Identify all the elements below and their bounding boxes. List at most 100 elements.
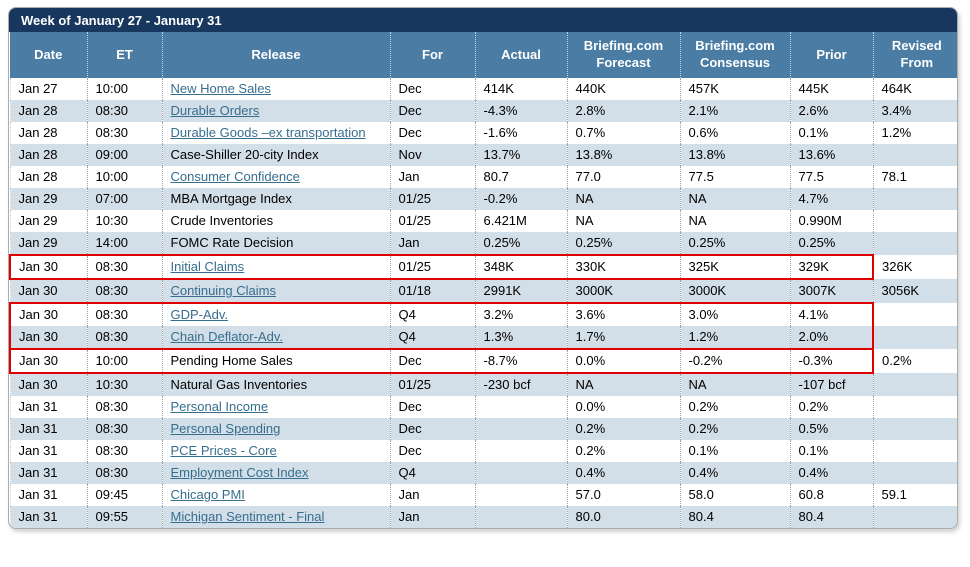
cell-release: Chain Deflator-Adv. xyxy=(161,326,390,350)
cell-date: Jan 29 xyxy=(9,188,87,210)
cell-prior: 0.5% xyxy=(789,418,873,440)
cell-actual xyxy=(474,484,567,506)
cell-for: Dec xyxy=(389,396,475,418)
release-link[interactable]: Personal Income xyxy=(170,399,269,414)
cell-consensus: 0.1% xyxy=(679,440,790,462)
cell-for: 01/18 xyxy=(389,279,475,303)
release-link[interactable]: PCE Prices - Core xyxy=(170,443,277,458)
cell-release: Durable Goods –ex transportation xyxy=(161,122,390,144)
cell-consensus: -0.2% xyxy=(679,348,790,374)
table-header: Date ET Release For Actual Briefing.com Forec… xyxy=(10,32,957,78)
table-row: Jan 31 08:30 PCE Prices - Core Dec 0.2% 0.1% 0… xyxy=(9,440,957,462)
cell-revised xyxy=(872,326,957,349)
cell-prior: 0.990M xyxy=(789,210,873,232)
cell-prior: 0.2% xyxy=(789,396,873,418)
cell-date: Jan 28 xyxy=(9,122,87,144)
cell-date: Jan 29 xyxy=(9,210,87,232)
cell-for: Q4 xyxy=(389,326,475,350)
cell-date: Jan 29 xyxy=(9,232,87,255)
column-header-prior: Prior xyxy=(789,32,873,78)
release-link[interactable]: Initial Claims xyxy=(170,259,245,274)
column-header-release: Release xyxy=(161,32,390,78)
cell-forecast: 80.0 xyxy=(566,506,680,528)
cell-release: Chicago PMI xyxy=(161,484,390,506)
cell-consensus: 3000K xyxy=(679,279,790,303)
cell-forecast: 0.0% xyxy=(566,348,680,374)
table-row: Jan 30 08:30 Continuing Claims 01/18 2991K 30… xyxy=(9,279,957,303)
cell-prior: 77.5 xyxy=(789,166,873,188)
cell-consensus: 58.0 xyxy=(679,484,790,506)
cell-forecast: 77.0 xyxy=(566,166,680,188)
release-link[interactable]: New Home Sales xyxy=(170,81,271,96)
cell-for: Nov xyxy=(389,144,475,166)
cell-et: 08:30 xyxy=(86,396,162,418)
release-link[interactable]: Chicago PMI xyxy=(170,487,245,502)
cell-date: Jan 31 xyxy=(9,440,87,462)
cell-consensus: 3.0% xyxy=(679,302,790,326)
column-header-date: Date xyxy=(10,32,87,78)
release-link[interactable]: Personal Spending xyxy=(170,421,281,436)
release-link[interactable]: Consumer Confidence xyxy=(170,169,300,184)
cell-prior: 0.1% xyxy=(789,122,873,144)
cell-date: Jan 28 xyxy=(9,144,87,166)
release-link[interactable]: Employment Cost Index xyxy=(170,465,309,480)
table-row: Jan 28 09:00 Case-Shiller 20-city Index Nov… xyxy=(9,144,957,166)
cell-et: 09:45 xyxy=(86,484,162,506)
cell-actual xyxy=(474,440,567,462)
table-row: Jan 29 10:30 Crude Inventories 01/25 6.421M N… xyxy=(9,210,957,232)
cell-forecast: 330K xyxy=(566,254,680,280)
release-link[interactable]: Michigan Sentiment - Final xyxy=(170,509,325,524)
cell-consensus: 80.4 xyxy=(679,506,790,528)
cell-forecast: 0.0% xyxy=(566,396,680,418)
column-header-revised: Revised From xyxy=(872,32,957,78)
cell-actual: 1.3% xyxy=(474,326,567,350)
cell-consensus: 0.2% xyxy=(679,418,790,440)
cell-date: Jan 30 xyxy=(9,302,87,326)
release-link[interactable]: Durable Orders xyxy=(170,103,260,118)
cell-actual: 6.421M xyxy=(474,210,567,232)
cell-actual: 2991K xyxy=(474,279,567,303)
cell-date: Jan 30 xyxy=(9,373,87,396)
cell-prior: -107 bcf xyxy=(789,373,873,396)
cell-consensus: NA xyxy=(679,373,790,396)
cell-actual xyxy=(474,506,567,528)
cell-et: 08:30 xyxy=(86,418,162,440)
column-header-consensus: Briefing.com Consensus xyxy=(679,32,790,78)
cell-revised xyxy=(872,462,957,484)
table-row: Jan 31 08:30 Personal Income Dec 0.0% 0.2% 0.2… xyxy=(9,396,957,418)
cell-date: Jan 30 xyxy=(9,348,87,374)
cell-for: Q4 xyxy=(389,462,475,484)
table-row: Jan 28 08:30 Durable Orders Dec -4.3% 2.8% 2.1… xyxy=(9,100,957,122)
cell-prior: 80.4 xyxy=(789,506,873,528)
cell-actual xyxy=(474,418,567,440)
cell-revised xyxy=(872,232,957,255)
cell-et: 08:30 xyxy=(86,462,162,484)
cell-prior: 4.7% xyxy=(789,188,873,210)
release-link[interactable]: Chain Deflator-Adv. xyxy=(170,329,283,344)
cell-date: Jan 31 xyxy=(9,506,87,528)
cell-release: Crude Inventories xyxy=(161,210,390,232)
cell-forecast: 0.4% xyxy=(566,462,680,484)
cell-date: Jan 28 xyxy=(9,100,87,122)
cell-date: Jan 31 xyxy=(9,462,87,484)
cell-revised xyxy=(872,506,957,528)
column-header-actual: Actual xyxy=(474,32,567,78)
cell-release: Initial Claims xyxy=(161,254,390,280)
cell-et: 08:30 xyxy=(86,122,162,144)
release-link[interactable]: GDP-Adv. xyxy=(170,307,229,322)
cell-forecast: NA xyxy=(566,373,680,396)
cell-revised: 326K xyxy=(872,255,957,279)
column-header-for: For xyxy=(389,32,475,78)
release-link[interactable]: Durable Goods –ex transportation xyxy=(170,125,366,140)
cell-date: Jan 31 xyxy=(9,484,87,506)
table-row: Jan 30 08:30 Chain Deflator-Adv. Q4 1.3% 1.7%… xyxy=(9,326,957,350)
cell-prior: -0.3% xyxy=(789,348,874,374)
cell-date: Jan 31 xyxy=(9,396,87,418)
cell-prior: 2.0% xyxy=(789,326,874,350)
cell-forecast: 3000K xyxy=(566,279,680,303)
cell-revised: 78.1 xyxy=(872,166,957,188)
release-link[interactable]: Continuing Claims xyxy=(170,283,277,298)
cell-forecast: 0.2% xyxy=(566,418,680,440)
cell-et: 08:30 xyxy=(86,440,162,462)
cell-forecast: NA xyxy=(566,188,680,210)
